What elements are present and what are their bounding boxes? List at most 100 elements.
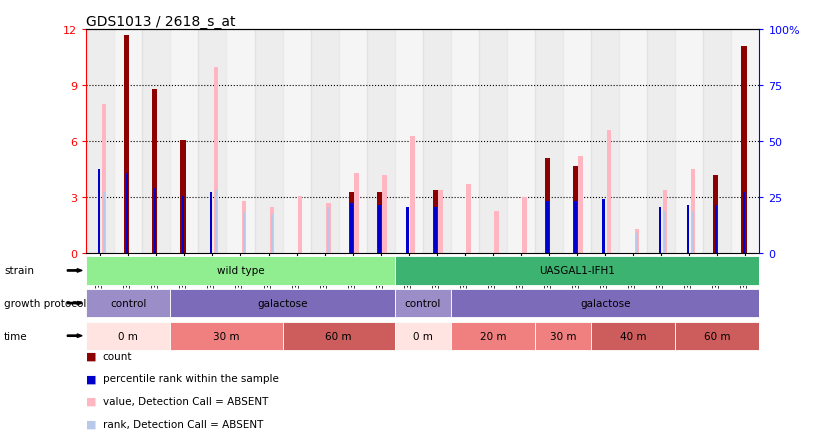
Bar (227, 30, 255, 254)
Bar (603, 200, 605, 254)
Bar (210, 192, 213, 254)
Bar (423, 30, 451, 254)
Bar (327, 207, 329, 254)
Bar (142, 30, 171, 254)
Bar (434, 207, 437, 254)
Text: ■: ■ (86, 396, 97, 406)
Bar (715, 205, 718, 254)
Text: 30 m: 30 m (550, 331, 576, 341)
Bar (310, 30, 339, 254)
Bar (124, 36, 130, 254)
Text: ■: ■ (86, 419, 97, 428)
Bar (690, 170, 695, 254)
Text: count: count (103, 351, 132, 361)
Bar (479, 30, 507, 254)
Text: 60 m: 60 m (325, 331, 352, 341)
Bar (579, 157, 583, 254)
Bar (451, 322, 535, 350)
Bar (591, 30, 619, 254)
Bar (522, 198, 527, 254)
Bar (367, 30, 395, 254)
Bar (98, 170, 100, 254)
Text: 40 m: 40 m (620, 331, 646, 341)
Bar (663, 211, 666, 254)
Text: UASGAL1-IFH1: UASGAL1-IFH1 (539, 266, 615, 276)
Text: ■: ■ (86, 351, 97, 361)
Bar (573, 166, 578, 254)
Text: control: control (405, 299, 441, 308)
Bar (350, 204, 352, 254)
Text: galactose: galactose (580, 299, 631, 308)
Bar (271, 215, 273, 254)
Bar (382, 176, 387, 254)
Bar (395, 289, 451, 317)
Bar (741, 47, 746, 254)
Bar (675, 322, 759, 350)
Bar (86, 289, 171, 317)
Bar (663, 191, 667, 254)
Bar (102, 105, 106, 254)
Bar (607, 131, 611, 254)
Text: 20 m: 20 m (479, 331, 507, 341)
Bar (438, 191, 443, 254)
Bar (466, 185, 470, 254)
Bar (298, 196, 302, 254)
Bar (126, 174, 128, 254)
Text: 0 m: 0 m (413, 331, 433, 341)
Bar (153, 90, 158, 254)
Bar (282, 322, 395, 350)
Text: galactose: galactose (257, 299, 308, 308)
Bar (406, 207, 409, 254)
Bar (86, 30, 114, 254)
Bar (635, 230, 639, 254)
Bar (535, 322, 591, 350)
Bar (591, 322, 676, 350)
Bar (114, 30, 142, 254)
Text: growth protocol: growth protocol (4, 299, 86, 308)
Bar (575, 202, 577, 254)
Bar (154, 189, 156, 254)
Bar (686, 205, 689, 254)
Text: 0 m: 0 m (118, 331, 138, 341)
Bar (255, 30, 282, 254)
Bar (395, 322, 451, 350)
Bar (181, 140, 186, 254)
Text: wild type: wild type (217, 266, 264, 276)
Bar (395, 257, 759, 285)
Bar (378, 205, 381, 254)
Bar (451, 30, 479, 254)
Bar (395, 30, 423, 254)
Bar (326, 204, 331, 254)
Bar (658, 207, 661, 254)
Text: 60 m: 60 m (704, 331, 731, 341)
Bar (494, 211, 499, 254)
Bar (270, 207, 274, 254)
Bar (242, 202, 246, 254)
Bar (547, 202, 549, 254)
Bar (451, 289, 759, 317)
Bar (545, 159, 550, 254)
Bar (215, 191, 218, 254)
Bar (647, 30, 675, 254)
Text: control: control (110, 299, 146, 308)
Text: time: time (4, 331, 28, 341)
Bar (691, 211, 695, 254)
Bar (713, 176, 718, 254)
Text: value, Detection Call = ABSENT: value, Detection Call = ABSENT (103, 396, 268, 406)
Bar (213, 68, 218, 254)
Bar (349, 192, 354, 254)
Bar (103, 192, 105, 254)
Bar (619, 30, 647, 254)
Bar (410, 137, 415, 254)
Bar (377, 192, 382, 254)
Text: percentile rank within the sample: percentile rank within the sample (103, 374, 278, 383)
Bar (535, 30, 563, 254)
Text: 30 m: 30 m (213, 331, 240, 341)
Bar (86, 322, 171, 350)
Text: strain: strain (4, 266, 34, 276)
Bar (507, 30, 535, 254)
Bar (635, 233, 638, 254)
Bar (171, 289, 395, 317)
Bar (171, 30, 199, 254)
Bar (181, 196, 184, 254)
